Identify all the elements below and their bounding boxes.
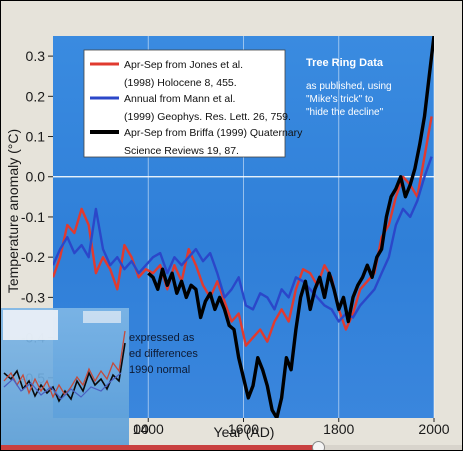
x-tick-label-partial: 00 [133, 421, 149, 437]
series-line-jones [53, 116, 433, 347]
legend-text: Science Reviews 19, 87. [124, 145, 239, 157]
y-axis-title: Temperature anomaly (°C) [5, 129, 21, 293]
y-tick-label: -0.3 [21, 289, 45, 305]
x-tick-label: 1600 [228, 421, 259, 437]
annotation-title: Tree Ring Data [306, 57, 384, 69]
video-progress-fill [1, 445, 319, 450]
legend-text: (1998) Holocene 8, 455. [124, 77, 237, 89]
series-lines [53, 36, 434, 418]
inset-text-line: 1990 normal [129, 364, 190, 376]
annotation-line: "Mike's trick" to [306, 94, 374, 105]
x-tick-label: 1400 [133, 421, 164, 437]
y-tick-label: 0.1 [26, 129, 46, 145]
inset-text-line: ed differences [129, 348, 198, 360]
x-axis: 1400 1600 1800 2000 00 [133, 418, 450, 437]
inset-legend-box [3, 310, 58, 340]
inset-text-line: expressed as [129, 332, 195, 344]
y-tick-label: 0.3 [26, 48, 46, 64]
series-line-mann [53, 156, 433, 323]
inset-series-blue [3, 372, 122, 400]
legend: Apr-Sep from Jones et al. (1998) Holocene… [83, 49, 303, 158]
x-tick-label: 1800 [323, 421, 354, 437]
legend-text: Annual from Mann et al. [124, 93, 235, 105]
legend-text: Apr-Sep from Briffa (1999) Quaternary [124, 127, 303, 139]
series-line-briffa [147, 36, 434, 418]
annotation: Tree Ring Data as published, using "Mike'… [306, 57, 392, 118]
x-axis-title: Year (AD) [214, 424, 275, 440]
video-progress-knob[interactable] [312, 441, 326, 450]
y-tick-label: -0.1 [21, 209, 45, 225]
y-tick-label: 0.0 [26, 169, 46, 185]
x-tick-label: 2000 [418, 421, 449, 437]
y-tick-label: -0.2 [21, 249, 45, 265]
legend-text: (1999) Geophys. Res. Lett. 26, 759. [124, 111, 291, 123]
annotation-line: as published, using [306, 81, 392, 92]
y-tick-label: 0.2 [26, 88, 46, 104]
inset-series-black [3, 342, 126, 403]
video-progress-bar[interactable] [1, 441, 462, 450]
inset-annotation-box [83, 311, 121, 323]
legend-box [83, 49, 286, 158]
inset-overlay: expressed as ed differences 1990 normal [1, 308, 198, 445]
legend-text: Apr-Sep from Jones et al. [124, 59, 243, 71]
annotation-line: "hide the decline" [306, 107, 384, 118]
